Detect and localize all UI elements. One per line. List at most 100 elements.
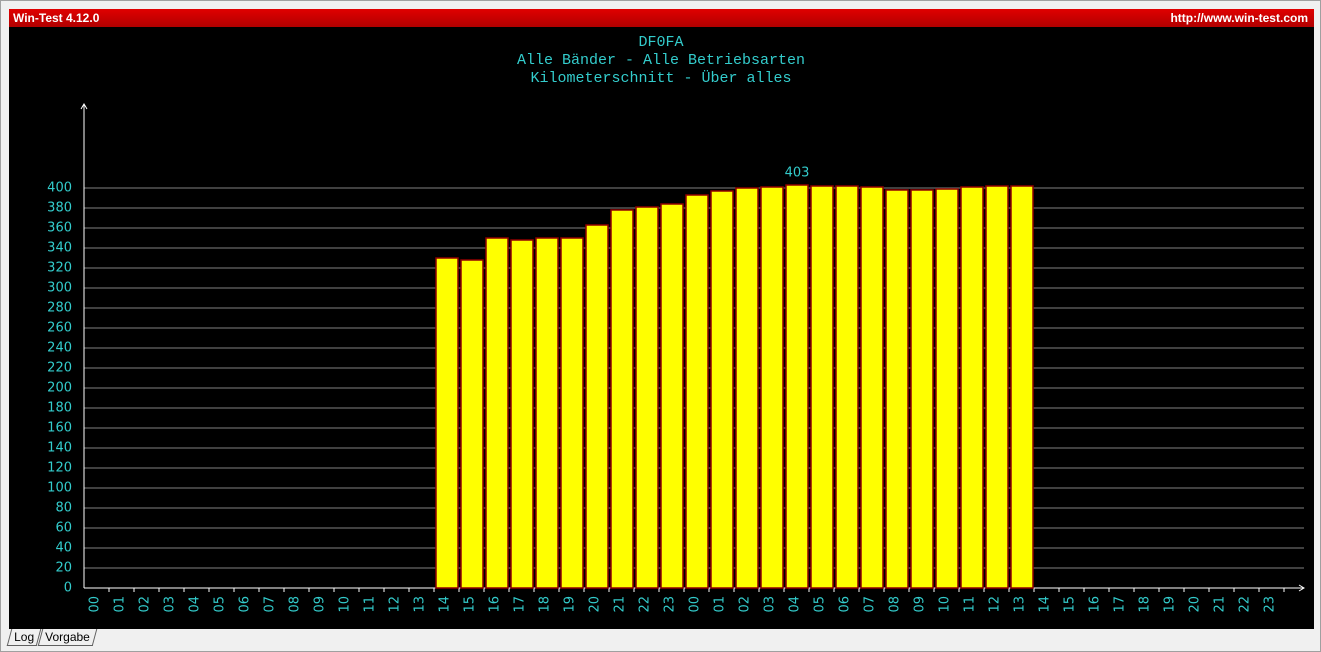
bar	[510, 239, 534, 589]
url: http://www.win-test.com	[1170, 11, 1308, 25]
tab-bar: Log Vorgabe	[6, 629, 98, 647]
bar	[785, 184, 809, 589]
bar	[735, 187, 759, 589]
x-tick-label: 08	[888, 596, 903, 613]
x-tick-label: 10	[938, 596, 953, 613]
x-axis-arrow	[1298, 584, 1305, 592]
y-tick-label: 260	[47, 321, 72, 336]
bar	[760, 186, 784, 589]
bar	[1010, 185, 1034, 589]
x-tick-label: 00	[88, 596, 103, 613]
x-tick-label: 17	[513, 596, 528, 613]
y-tick-label: 380	[47, 201, 72, 216]
x-tick-label: 05	[813, 596, 828, 613]
x-tick-label: 07	[863, 596, 878, 613]
tab-label: Log	[14, 630, 35, 644]
x-tick-label: 09	[913, 596, 928, 613]
y-tick-label: 40	[55, 541, 72, 556]
chart: DF0FA Alle Bänder - Alle Betriebsarten K…	[9, 27, 1314, 629]
x-tick-label: 02	[738, 596, 753, 613]
bar	[860, 186, 884, 589]
bar	[685, 194, 709, 589]
tab[interactable]: Vorgabe	[38, 629, 98, 646]
bar	[585, 224, 609, 589]
title-bar: Win-Test 4.12.0 http://www.win-test.com	[9, 9, 1314, 27]
bar	[810, 185, 834, 589]
x-tick-label: 05	[213, 596, 228, 613]
y-tick-label: 320	[47, 261, 72, 276]
bar	[885, 189, 909, 589]
x-tick-label: 18	[538, 596, 553, 613]
x-tick-label: 09	[313, 596, 328, 613]
bar	[985, 185, 1009, 589]
x-tick-label: 12	[388, 596, 403, 613]
x-tick-label: 19	[1163, 596, 1178, 613]
chart-title: DF0FA	[638, 34, 683, 51]
x-tick-label: 22	[1238, 596, 1253, 613]
bar	[635, 206, 659, 589]
y-tick-label: 80	[55, 501, 72, 516]
x-tick-label: 01	[113, 596, 128, 613]
x-tick-label: 18	[1138, 596, 1153, 613]
x-tick-label: 06	[238, 596, 253, 613]
x-tick-label: 19	[563, 596, 578, 613]
y-axis-arrow	[80, 103, 88, 110]
window-title: Win-Test 4.12.0	[13, 11, 100, 25]
y-tick-label: 180	[47, 401, 72, 416]
bar	[660, 203, 684, 589]
chart-subtitle: Kilometerschnitt - Über alles	[530, 69, 791, 87]
x-tick-label: 15	[1063, 596, 1078, 613]
x-tick-label: 03	[163, 596, 178, 613]
x-tick-label: 22	[638, 596, 653, 613]
x-tick-label: 16	[1088, 596, 1103, 613]
bar	[910, 189, 934, 589]
chart-subtitle: Alle Bänder - Alle Betriebsarten	[517, 52, 805, 69]
y-tick-label: 220	[47, 361, 72, 376]
x-tick-label: 17	[1113, 596, 1128, 613]
tab[interactable]: Log	[6, 629, 42, 646]
x-tick-label: 13	[413, 596, 428, 613]
bar	[560, 237, 584, 589]
x-tick-label: 11	[963, 596, 978, 613]
bar	[960, 186, 984, 589]
x-tick-label: 04	[788, 596, 803, 613]
max-label: 403	[785, 166, 810, 181]
x-tick-label: 15	[463, 596, 478, 613]
x-tick-label: 03	[763, 596, 778, 613]
x-tick-label: 02	[138, 596, 153, 613]
bar	[460, 259, 484, 589]
y-tick-label: 340	[47, 241, 72, 256]
x-tick-label: 14	[1038, 596, 1053, 613]
x-tick-label: 01	[713, 596, 728, 613]
x-tick-label: 00	[688, 596, 703, 613]
bar	[835, 185, 859, 589]
x-tick-label: 10	[338, 596, 353, 613]
bar	[935, 188, 959, 589]
x-tick-label: 12	[988, 596, 1003, 613]
x-tick-label: 23	[1263, 596, 1278, 613]
x-tick-label: 16	[488, 596, 503, 613]
x-tick-label: 04	[188, 596, 203, 613]
y-tick-label: 100	[47, 481, 72, 496]
y-tick-label: 280	[47, 301, 72, 316]
bar	[610, 209, 634, 589]
y-tick-label: 120	[47, 461, 72, 476]
x-tick-label: 08	[288, 596, 303, 613]
bar	[710, 190, 734, 589]
y-tick-label: 0	[64, 581, 72, 596]
y-tick-label: 160	[47, 421, 72, 436]
x-tick-label: 20	[1188, 596, 1203, 613]
y-tick-label: 300	[47, 281, 72, 296]
bar	[485, 237, 509, 589]
bar	[535, 237, 559, 589]
x-tick-label: 13	[1013, 596, 1028, 613]
y-tick-label: 360	[47, 221, 72, 236]
y-tick-label: 200	[47, 381, 72, 396]
y-tick-label: 140	[47, 441, 72, 456]
bar	[435, 257, 459, 589]
x-tick-label: 20	[588, 596, 603, 613]
x-tick-label: 21	[1213, 596, 1228, 613]
y-tick-label: 400	[47, 181, 72, 196]
y-tick-label: 20	[55, 561, 72, 576]
